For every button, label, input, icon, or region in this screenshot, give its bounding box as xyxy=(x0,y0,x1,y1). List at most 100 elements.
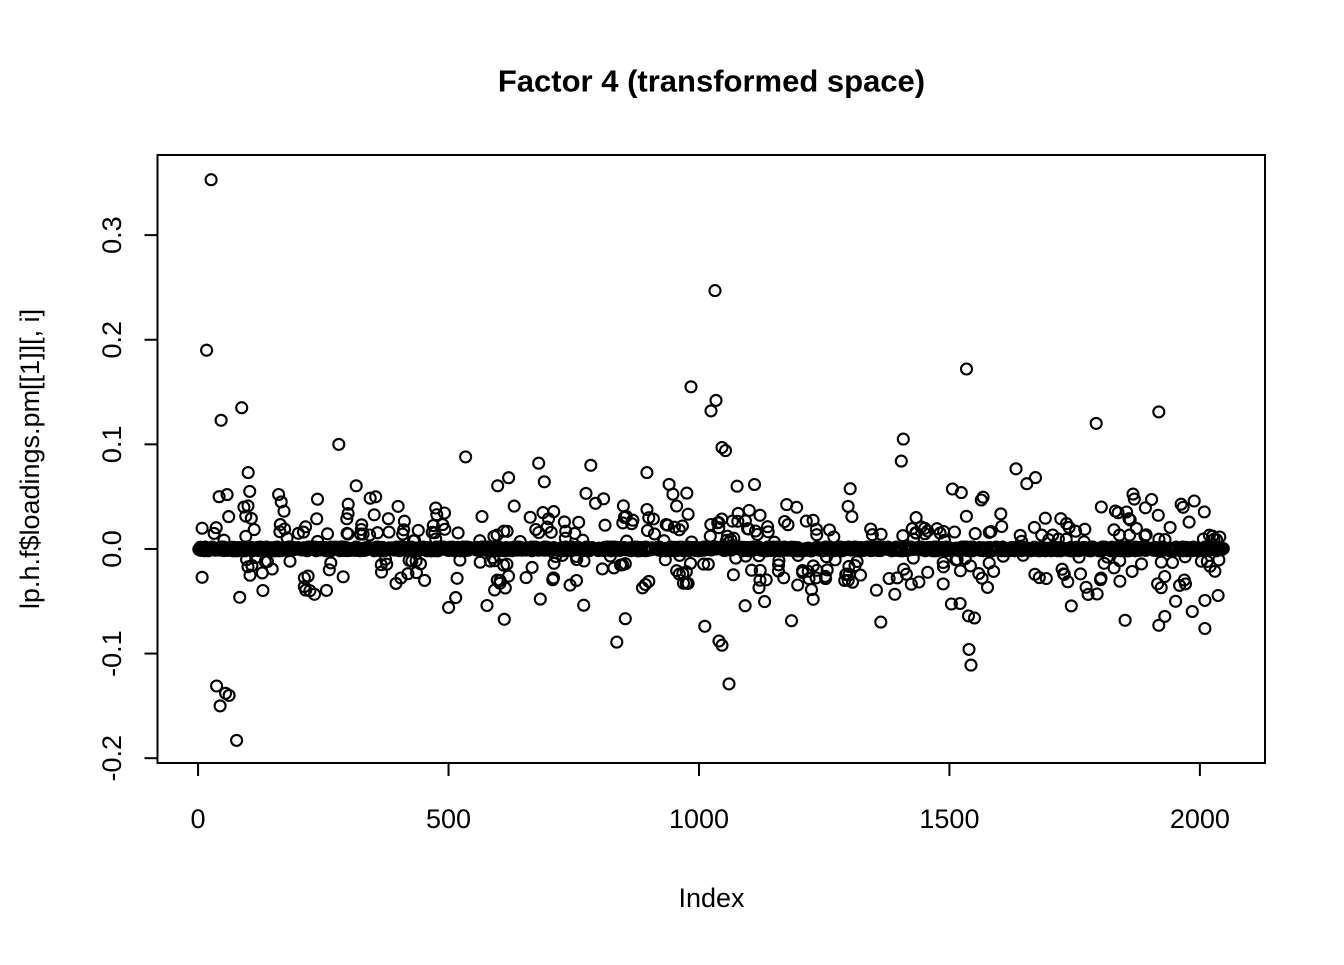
data-point xyxy=(222,510,236,524)
data-point xyxy=(456,540,470,554)
data-point xyxy=(270,541,284,555)
data-point xyxy=(220,488,234,502)
data-point xyxy=(745,563,759,577)
data-point xyxy=(909,511,923,525)
data-point xyxy=(557,515,571,529)
data-point xyxy=(1107,523,1121,537)
data-point xyxy=(841,499,855,513)
data-point xyxy=(962,642,976,656)
data-point xyxy=(595,562,609,576)
data-point xyxy=(332,437,346,451)
data-point xyxy=(1057,567,1071,581)
data-point xyxy=(196,543,210,557)
data-point xyxy=(219,686,233,700)
data-point xyxy=(425,525,439,539)
data-point xyxy=(848,559,862,573)
data-point xyxy=(810,528,824,542)
data-point xyxy=(579,486,593,500)
y-tick-label: 0.3 xyxy=(97,216,127,254)
data-point xyxy=(1152,618,1166,632)
data-point xyxy=(310,512,324,526)
data-point xyxy=(868,542,883,556)
data-point xyxy=(822,523,837,537)
data-point xyxy=(1089,416,1103,430)
data-point xyxy=(1178,577,1193,591)
data-point xyxy=(975,571,989,585)
data-point xyxy=(791,578,805,592)
data-point xyxy=(1079,580,1093,594)
data-point xyxy=(502,542,516,556)
data-point xyxy=(953,596,967,611)
data-point xyxy=(1009,462,1023,476)
data-point xyxy=(725,514,739,528)
data-point xyxy=(519,571,533,585)
data-point xyxy=(1069,524,1083,538)
y-tick-label: 0.1 xyxy=(97,426,127,464)
data-point xyxy=(882,571,896,586)
plot-box xyxy=(156,154,1266,764)
data-point xyxy=(378,541,392,555)
data-point xyxy=(577,598,591,612)
data-point xyxy=(320,527,335,541)
data-point xyxy=(507,499,521,513)
data-point xyxy=(675,519,689,533)
data-point xyxy=(1079,541,1093,555)
data-point xyxy=(355,518,369,532)
data-point xyxy=(243,484,257,498)
data-point xyxy=(918,544,932,558)
y-tick-label: -0.1 xyxy=(97,630,127,677)
data-point xyxy=(391,499,405,513)
data-point xyxy=(684,380,698,394)
data-point xyxy=(1028,471,1043,485)
data-point xyxy=(795,543,809,557)
data-point xyxy=(363,491,377,505)
data-point xyxy=(1187,494,1201,508)
data-point xyxy=(607,561,621,575)
data-point xyxy=(1125,564,1139,578)
data-point xyxy=(291,541,305,555)
x-axis-label: Index xyxy=(678,883,745,913)
data-point xyxy=(307,587,322,601)
data-point xyxy=(1197,542,1211,556)
data-point xyxy=(449,591,463,605)
data-point xyxy=(409,543,423,557)
data-point xyxy=(635,581,650,595)
data-point xyxy=(336,570,350,584)
data-point xyxy=(982,525,996,539)
data-point xyxy=(753,573,767,587)
data-point xyxy=(711,516,725,530)
data-point xyxy=(683,542,697,556)
data-point xyxy=(1163,520,1177,534)
data-point xyxy=(532,456,546,470)
y-axis-ticks: 0.3 0.2 0.1 0.0 -0.1 -0.2 xyxy=(97,216,158,781)
data-point xyxy=(718,444,733,458)
data-point xyxy=(869,583,883,597)
data-point xyxy=(237,540,252,554)
data-point xyxy=(340,512,354,526)
data-point xyxy=(762,541,776,556)
data-point xyxy=(391,541,405,555)
data-point xyxy=(674,540,688,554)
data-point xyxy=(640,523,655,538)
data-point xyxy=(722,677,736,691)
data-point xyxy=(1154,555,1168,569)
data-point xyxy=(230,733,244,747)
data-point xyxy=(809,571,823,585)
data-point xyxy=(426,519,440,533)
data-point xyxy=(959,362,974,376)
data-point xyxy=(935,542,949,557)
data-point xyxy=(195,521,209,535)
data-point xyxy=(831,541,845,556)
data-point xyxy=(738,514,752,528)
data-point xyxy=(779,542,793,556)
data-point xyxy=(995,519,1009,534)
data-point xyxy=(381,512,395,526)
data-point xyxy=(790,500,804,514)
data-point xyxy=(569,573,584,588)
data-point xyxy=(697,540,711,554)
data-point xyxy=(1113,574,1127,588)
data-point xyxy=(572,515,586,529)
data-point xyxy=(959,509,973,523)
data-point xyxy=(701,557,715,571)
